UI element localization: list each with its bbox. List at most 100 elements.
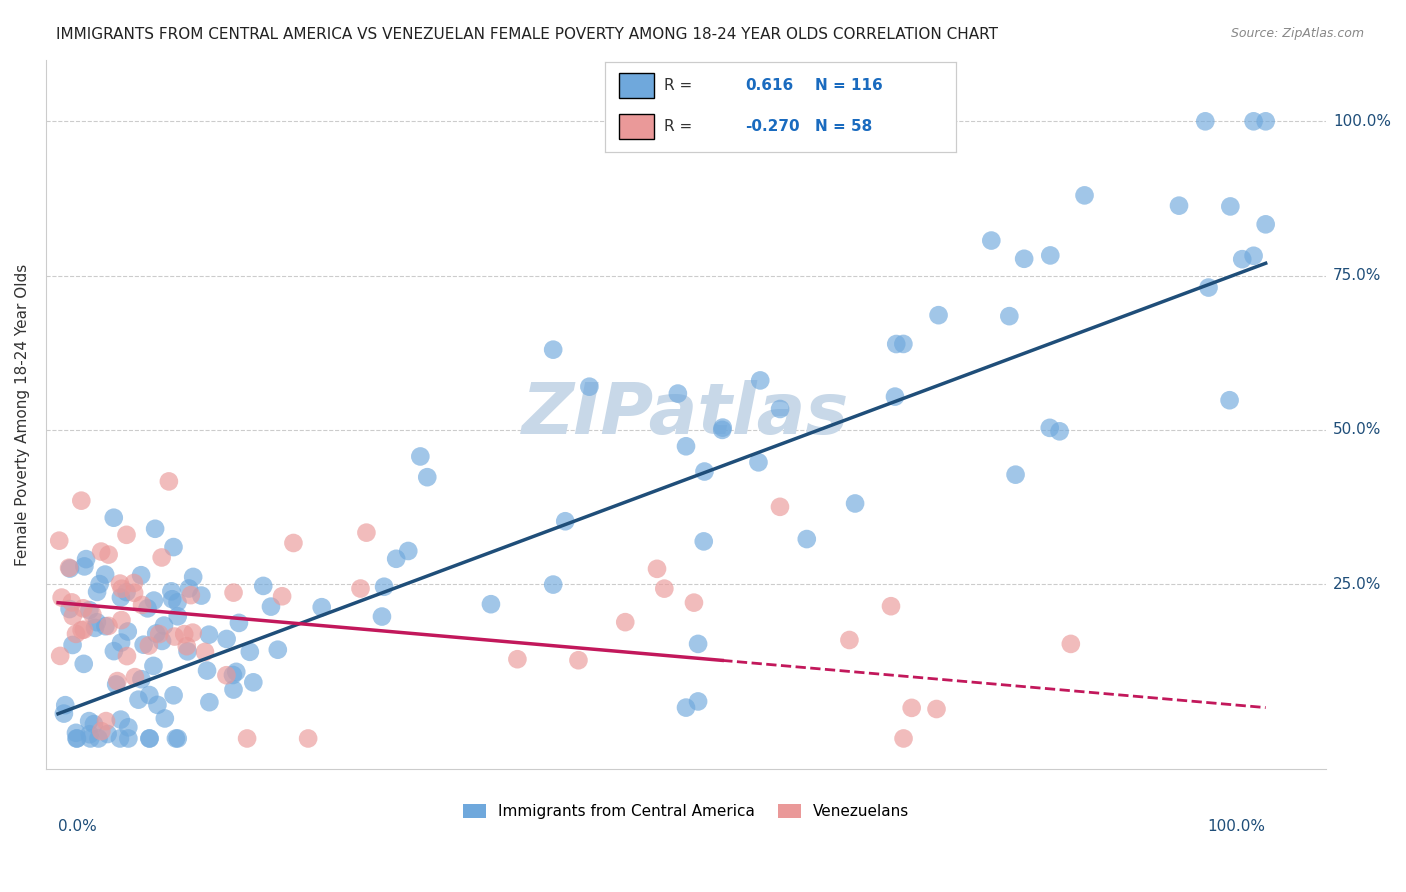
Point: [108, 731, 131, 746]
Point: [1168, 199, 1191, 213]
Point: [796, 532, 818, 546]
Point: [1194, 114, 1216, 128]
Point: [195, 664, 218, 678]
Point: [110, 713, 132, 727]
Point: [884, 390, 907, 404]
Point: [79, 603, 101, 617]
Point: [181, 625, 204, 640]
Point: [138, 639, 160, 653]
Point: [349, 582, 371, 596]
Point: [1198, 280, 1220, 294]
Point: [222, 668, 245, 682]
Point: [252, 579, 274, 593]
Point: [385, 551, 408, 566]
Point: [105, 674, 128, 689]
Point: [260, 599, 283, 614]
Point: [173, 627, 195, 641]
Point: [122, 586, 145, 600]
Point: [225, 665, 247, 679]
Point: [884, 337, 907, 351]
Point: [110, 613, 132, 627]
Point: [84, 621, 107, 635]
Point: [117, 731, 139, 746]
Text: N = 58: N = 58: [815, 120, 873, 134]
Point: [998, 309, 1021, 323]
Text: N = 116: N = 116: [815, 78, 883, 93]
Point: [83, 717, 105, 731]
Point: [769, 500, 792, 514]
Text: R =: R =: [665, 120, 693, 134]
Text: ZIPatlas: ZIPatlas: [522, 380, 849, 449]
FancyBboxPatch shape: [619, 114, 654, 139]
Point: [198, 628, 221, 642]
Point: [162, 688, 184, 702]
Point: [311, 600, 333, 615]
Point: [62, 638, 84, 652]
Point: [215, 668, 238, 682]
Point: [160, 584, 183, 599]
Point: [769, 401, 792, 416]
Point: [1049, 425, 1071, 439]
Point: [70, 493, 93, 508]
Point: [117, 720, 139, 734]
Point: [153, 711, 176, 725]
Point: [1219, 199, 1241, 213]
Point: [73, 657, 96, 671]
Text: 25.0%: 25.0%: [1333, 576, 1381, 591]
Point: [1243, 114, 1265, 128]
Point: [115, 528, 138, 542]
Point: [132, 638, 155, 652]
Point: [693, 534, 716, 549]
Point: [49, 648, 72, 663]
Point: [222, 682, 245, 697]
Point: [160, 592, 183, 607]
Point: [928, 308, 950, 322]
Point: [228, 615, 250, 630]
Point: [838, 632, 860, 647]
Point: [58, 560, 80, 574]
Point: [844, 496, 866, 510]
Point: [51, 591, 73, 605]
Point: [110, 635, 132, 649]
Point: [90, 724, 112, 739]
Text: 50.0%: 50.0%: [1333, 423, 1381, 437]
Legend: Immigrants from Central America, Venezuelans: Immigrants from Central America, Venezue…: [457, 798, 915, 826]
Point: [506, 652, 529, 666]
Point: [749, 373, 772, 387]
Point: [97, 727, 120, 741]
Point: [90, 544, 112, 558]
Point: [176, 644, 198, 658]
Point: [138, 731, 160, 746]
Point: [79, 731, 101, 746]
Point: [73, 623, 96, 637]
Point: [131, 672, 153, 686]
Point: [115, 585, 138, 599]
Point: [110, 591, 132, 605]
Point: [73, 559, 96, 574]
Point: [194, 645, 217, 659]
Point: [138, 731, 160, 746]
Text: -0.270: -0.270: [745, 120, 800, 134]
Point: [105, 677, 128, 691]
Point: [60, 595, 83, 609]
Point: [70, 623, 93, 637]
Point: [162, 540, 184, 554]
Point: [554, 514, 576, 528]
Point: [129, 568, 152, 582]
Point: [396, 544, 419, 558]
Point: [271, 589, 294, 603]
Point: [66, 731, 89, 746]
Point: [747, 455, 769, 469]
Point: [1012, 252, 1035, 266]
FancyBboxPatch shape: [619, 73, 654, 98]
Point: [86, 585, 108, 599]
Point: [94, 714, 117, 728]
Point: [166, 609, 188, 624]
Point: [58, 602, 80, 616]
Point: [150, 634, 173, 648]
Text: Source: ZipAtlas.com: Source: ZipAtlas.com: [1230, 27, 1364, 40]
Point: [82, 607, 104, 622]
Point: [222, 585, 245, 599]
Point: [239, 645, 262, 659]
Point: [77, 714, 100, 728]
